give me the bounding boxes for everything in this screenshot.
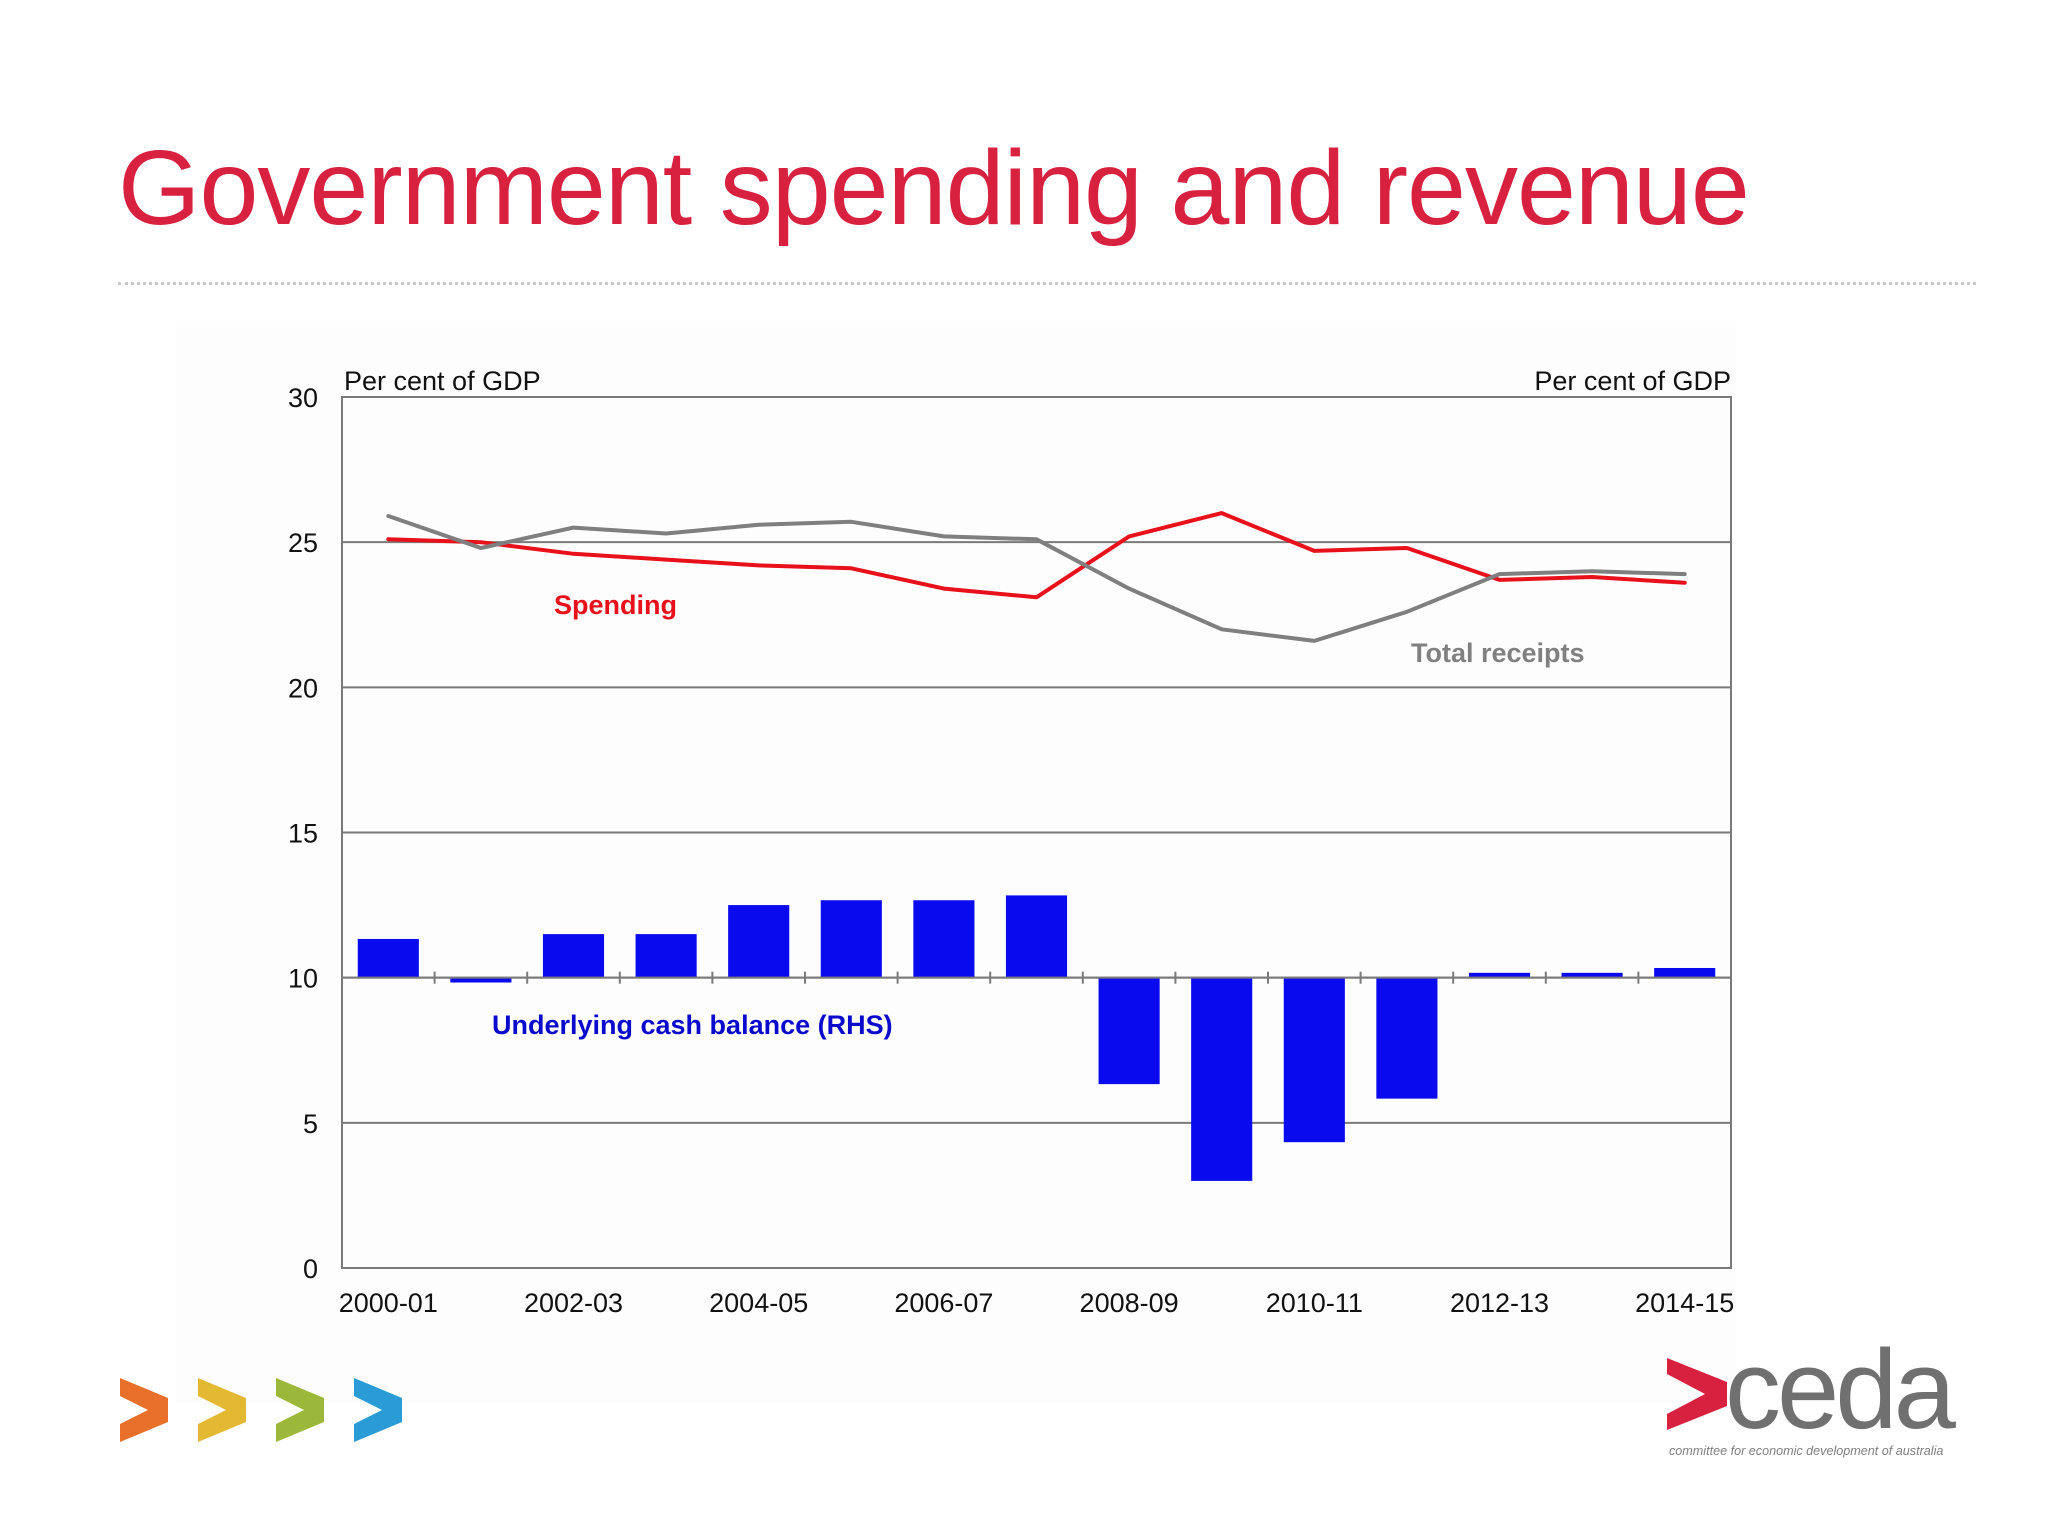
left-axis-label: Per cent of GDP (344, 366, 541, 396)
x-tick-label: 2010-11 (1266, 1288, 1363, 1318)
ceda-chevron-icon (1667, 1358, 1727, 1430)
line-spending (386, 511, 1687, 600)
axes (341, 396, 1732, 1269)
right-axis-label: Per cent of GDP (1534, 366, 1731, 396)
bar-cash-balance (1098, 977, 1160, 1085)
line-series (386, 511, 1687, 643)
line-total-receipts (386, 514, 1687, 643)
ceda-tagline: committee for economic development of au… (1669, 1444, 1943, 1458)
axis-text: Per cent of GDP Per cent of GDP Spending… (288, 366, 1734, 1318)
bar-cash-balance (357, 938, 419, 978)
bar-cash-balance (1468, 972, 1531, 978)
left-tick-label: 0 (303, 1254, 318, 1284)
bar-cash-balance (1376, 977, 1438, 1099)
chevron-blue-icon (354, 1378, 402, 1442)
bar-cash-balance (542, 934, 605, 978)
left-tick-label: 30 (288, 383, 318, 413)
x-tick-label: 2004-05 (709, 1288, 808, 1318)
x-tick-label: 2008-09 (1080, 1288, 1179, 1318)
bar-cash-balance (1005, 895, 1068, 978)
ceda-logo: ceda committee for economic development … (1667, 1328, 1961, 1458)
bar-cash-balance (1283, 977, 1345, 1143)
chevrons-icon (120, 1378, 402, 1442)
series-label-total-receipts: Total receipts (1411, 638, 1585, 668)
chevron-orange-icon (120, 1378, 168, 1442)
left-tick-label: 20 (288, 673, 318, 703)
series-label-underlying-cash-balance: Underlying cash balance (RHS) (492, 1010, 893, 1040)
bar-cash-balance (635, 934, 697, 978)
x-tick-label: 2012-13 (1450, 1288, 1549, 1318)
ceda-wordmark: ceda (1725, 1328, 1957, 1452)
left-tick-label: 10 (288, 964, 318, 994)
x-tick-label: 2006-07 (894, 1288, 993, 1318)
left-tick-label: 25 (288, 528, 318, 558)
x-tick-label: 2000-01 (339, 1288, 438, 1318)
bar-cash-balance (728, 905, 790, 978)
chart-panel: Per cent of GDP Per cent of GDP Spending… (176, 322, 1736, 1402)
x-tick-label: 2014-15 (1635, 1288, 1734, 1318)
bar-cash-balance (1654, 967, 1716, 978)
bar-cash-balance (1561, 972, 1623, 978)
slide-title: Government spending and revenue (118, 129, 1750, 247)
left-tick-label: 15 (288, 819, 318, 849)
series-label-spending: Spending (554, 590, 677, 620)
bar-cash-balance (820, 900, 882, 978)
chevron-yellow-icon (198, 1378, 246, 1442)
bar-cash-balance (450, 977, 512, 983)
chart: Per cent of GDP Per cent of GDP Spending… (288, 366, 1734, 1318)
left-tick-label: 5 (303, 1109, 318, 1139)
plot-frame (341, 396, 1732, 1269)
x-tick-label: 2002-03 (524, 1288, 623, 1318)
bar-cash-balance (913, 900, 975, 978)
bar-series (357, 895, 1716, 1181)
chevron-green-icon (276, 1378, 324, 1442)
bar-cash-balance (1191, 977, 1253, 1181)
title-divider (118, 282, 1976, 285)
